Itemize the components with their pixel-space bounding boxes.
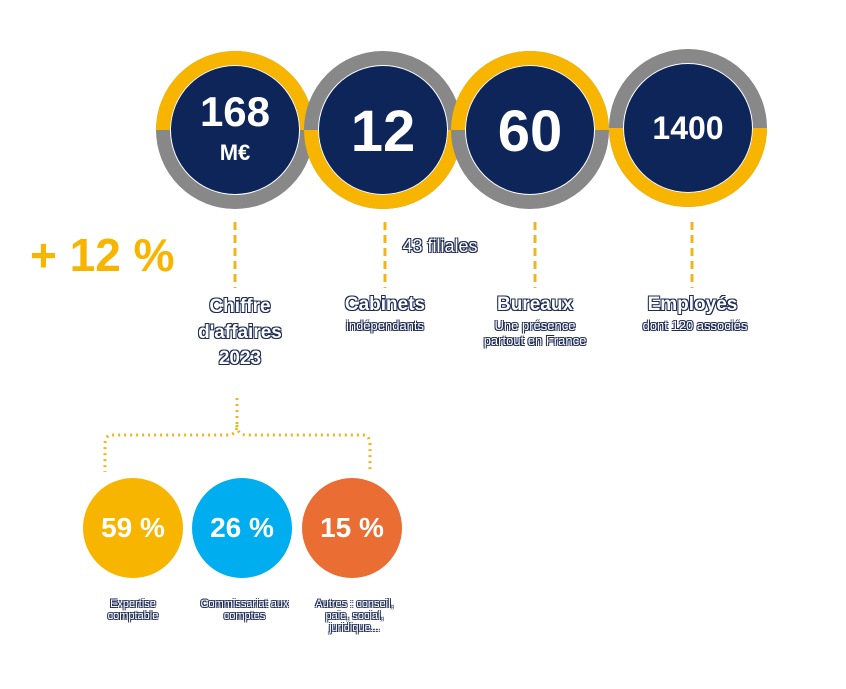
ring-3	[451, 51, 609, 209]
share-label: Expertise comptable	[107, 598, 159, 622]
circle-blue	[192, 478, 292, 578]
stat-sub: dont 120 associés	[642, 318, 748, 333]
stat-sub: Une présence partout en France	[483, 318, 587, 348]
stat-value: 60	[497, 99, 563, 164]
circle-yellow	[83, 478, 183, 578]
stat-label: Bureaux	[496, 294, 574, 315]
stat-label: Employés	[647, 294, 738, 315]
share-label: Autres : conseil, paie, social, juridiqu…	[315, 598, 394, 634]
connectors	[233, 222, 694, 288]
note: 43 filiales	[402, 236, 478, 256]
stat-label: Chiffre d'affaires 2023	[198, 296, 282, 369]
stat-unit: M€	[219, 140, 251, 165]
stat-value: 1400	[652, 110, 724, 146]
share-value: 59 %	[101, 512, 165, 543]
share-label: Commissariat aux comptes	[200, 598, 289, 622]
stat-sub: indépendants	[345, 318, 425, 333]
share-value: 15 %	[320, 512, 384, 543]
share-value: 26 %	[210, 512, 274, 543]
stat-value: 12	[350, 99, 416, 164]
stat-value: 168	[199, 88, 271, 135]
circle-orange	[302, 478, 402, 578]
ring-4	[609, 49, 767, 207]
growth-note: + 12 %	[30, 229, 175, 281]
stat-label: Cabinets	[344, 294, 426, 315]
bracket	[103, 398, 372, 472]
